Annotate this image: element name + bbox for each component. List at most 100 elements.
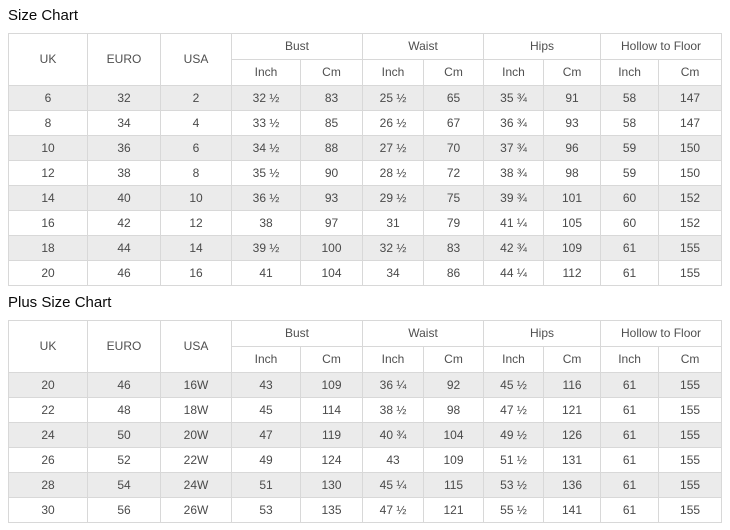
table-cell: 36 ¾ bbox=[483, 110, 545, 136]
table-cell: 22W bbox=[160, 447, 232, 473]
table-cell: 24 bbox=[8, 422, 88, 448]
table-row: 18 44 14 39 ½ 100 32 ½ 83 42 ¾ 109 61 155 bbox=[8, 235, 723, 261]
table-cell: 61 bbox=[600, 372, 660, 398]
size-chart-header: UK EURO USA Bust Waist Hips Hollow to Fl… bbox=[8, 33, 723, 86]
table-cell: 48 bbox=[87, 397, 161, 423]
table-cell: 121 bbox=[423, 497, 485, 523]
table-cell: 152 bbox=[658, 210, 723, 236]
table-cell: 46 bbox=[87, 372, 161, 398]
table-cell: 10 bbox=[8, 135, 88, 161]
table-cell: 50 bbox=[87, 422, 161, 448]
group-header-waist: Waist bbox=[362, 320, 485, 347]
table-cell: 55 ½ bbox=[483, 497, 545, 523]
group-header-bust: Bust bbox=[230, 33, 364, 60]
sub-header-waist-cm: Cm bbox=[423, 346, 485, 373]
table-cell: 16 bbox=[160, 260, 232, 286]
table-cell: 155 bbox=[658, 397, 723, 423]
table-cell: 116 bbox=[543, 372, 602, 398]
table-cell: 60 bbox=[600, 185, 660, 211]
table-cell: 61 bbox=[600, 260, 660, 286]
table-cell: 61 bbox=[600, 235, 660, 261]
size-chart-section: Size Chart UK EURO USA Bust Waist Hips H… bbox=[8, 6, 723, 286]
sub-header-hips-cm: Cm bbox=[543, 346, 602, 373]
table-cell: 31 bbox=[362, 210, 425, 236]
table-cell: 59 bbox=[600, 135, 660, 161]
table-cell: 34 bbox=[362, 260, 425, 286]
table-cell: 34 ½ bbox=[231, 135, 301, 161]
table-cell: 6 bbox=[160, 135, 232, 161]
table-cell: 18 bbox=[8, 235, 88, 261]
table-row: 14 40 10 36 ½ 93 29 ½ 75 39 ¾ 101 60 152 bbox=[8, 185, 723, 211]
sub-header-bust-inch: Inch bbox=[231, 59, 301, 86]
table-cell: 28 bbox=[8, 472, 88, 498]
table-cell: 12 bbox=[160, 210, 232, 236]
group-header-waist: Waist bbox=[362, 33, 485, 60]
table-cell: 88 bbox=[299, 135, 364, 161]
table-cell: 115 bbox=[423, 472, 485, 498]
table-cell: 155 bbox=[658, 260, 723, 286]
table-cell: 61 bbox=[600, 422, 660, 448]
table-cell: 42 bbox=[87, 210, 161, 236]
sub-header-waist-inch: Inch bbox=[362, 59, 425, 86]
table-cell: 155 bbox=[658, 372, 723, 398]
table-cell: 119 bbox=[299, 422, 364, 448]
table-cell: 26 ½ bbox=[362, 110, 425, 136]
table-cell: 38 ¾ bbox=[483, 160, 545, 186]
table-cell: 43 bbox=[231, 372, 301, 398]
table-row: 30 56 26W 53 135 47 ½ 121 55 ½ 141 61 155 bbox=[8, 497, 723, 523]
table-cell: 85 bbox=[299, 110, 364, 136]
table-cell: 47 bbox=[231, 422, 301, 448]
table-cell: 155 bbox=[658, 422, 723, 448]
table-row: 24 50 20W 47 119 40 ¾ 104 49 ½ 126 61 155 bbox=[8, 422, 723, 448]
sub-header-waist-cm: Cm bbox=[423, 59, 485, 86]
table-cell: 49 ½ bbox=[483, 422, 545, 448]
table-cell: 8 bbox=[160, 160, 232, 186]
group-header-row: UK EURO USA Bust Waist Hips Hollow to Fl… bbox=[8, 320, 723, 373]
table-cell: 29 ½ bbox=[362, 185, 425, 211]
table-cell: 20 bbox=[8, 372, 88, 398]
table-row: 12 38 8 35 ½ 90 28 ½ 72 38 ¾ 98 59 150 bbox=[8, 160, 723, 186]
table-cell: 67 bbox=[423, 110, 485, 136]
sub-header-hollow-inch: Inch bbox=[600, 59, 660, 86]
table-cell: 135 bbox=[299, 497, 364, 523]
table-cell: 47 ½ bbox=[362, 497, 425, 523]
table-cell: 130 bbox=[299, 472, 364, 498]
sub-header-waist-inch: Inch bbox=[362, 346, 425, 373]
table-cell: 136 bbox=[543, 472, 602, 498]
table-cell: 56 bbox=[87, 497, 161, 523]
table-cell: 96 bbox=[543, 135, 602, 161]
table-cell: 155 bbox=[658, 447, 723, 473]
sub-header-hips-inch: Inch bbox=[483, 346, 545, 373]
size-chart-table: UK EURO USA Bust Waist Hips Hollow to Fl… bbox=[8, 33, 723, 286]
table-cell: 105 bbox=[543, 210, 602, 236]
table-cell: 26W bbox=[160, 497, 232, 523]
table-cell: 38 bbox=[87, 160, 161, 186]
table-cell: 10 bbox=[160, 185, 232, 211]
table-cell: 93 bbox=[299, 185, 364, 211]
table-cell: 37 ¾ bbox=[483, 135, 545, 161]
table-cell: 42 ¾ bbox=[483, 235, 545, 261]
table-cell: 43 bbox=[362, 447, 425, 473]
col-header-euro: EURO bbox=[87, 33, 161, 86]
table-cell: 36 ½ bbox=[231, 185, 301, 211]
table-cell: 91 bbox=[543, 85, 602, 111]
table-cell: 44 ¼ bbox=[483, 260, 545, 286]
table-cell: 72 bbox=[423, 160, 485, 186]
table-cell: 35 ½ bbox=[231, 160, 301, 186]
table-cell: 83 bbox=[423, 235, 485, 261]
sub-header-bust-cm: Cm bbox=[299, 59, 364, 86]
plus-size-chart-table: UK EURO USA Bust Waist Hips Hollow to Fl… bbox=[8, 320, 723, 523]
table-cell: 112 bbox=[543, 260, 602, 286]
table-cell: 124 bbox=[299, 447, 364, 473]
table-cell: 58 bbox=[600, 110, 660, 136]
table-cell: 92 bbox=[423, 372, 485, 398]
table-cell: 14 bbox=[160, 235, 232, 261]
table-cell: 41 ¼ bbox=[483, 210, 545, 236]
table-cell: 147 bbox=[658, 110, 723, 136]
table-cell: 59 bbox=[600, 160, 660, 186]
plus-size-chart-body: 20 46 16W 43 109 36 ¼ 92 45 ½ 116 61 155 22 48 18W 45 1… bbox=[8, 372, 723, 523]
table-cell: 28 ½ bbox=[362, 160, 425, 186]
table-cell: 100 bbox=[299, 235, 364, 261]
table-row: 22 48 18W 45 114 38 ½ 98 47 ½ 121 61 155 bbox=[8, 397, 723, 423]
table-cell: 35 ¾ bbox=[483, 85, 545, 111]
